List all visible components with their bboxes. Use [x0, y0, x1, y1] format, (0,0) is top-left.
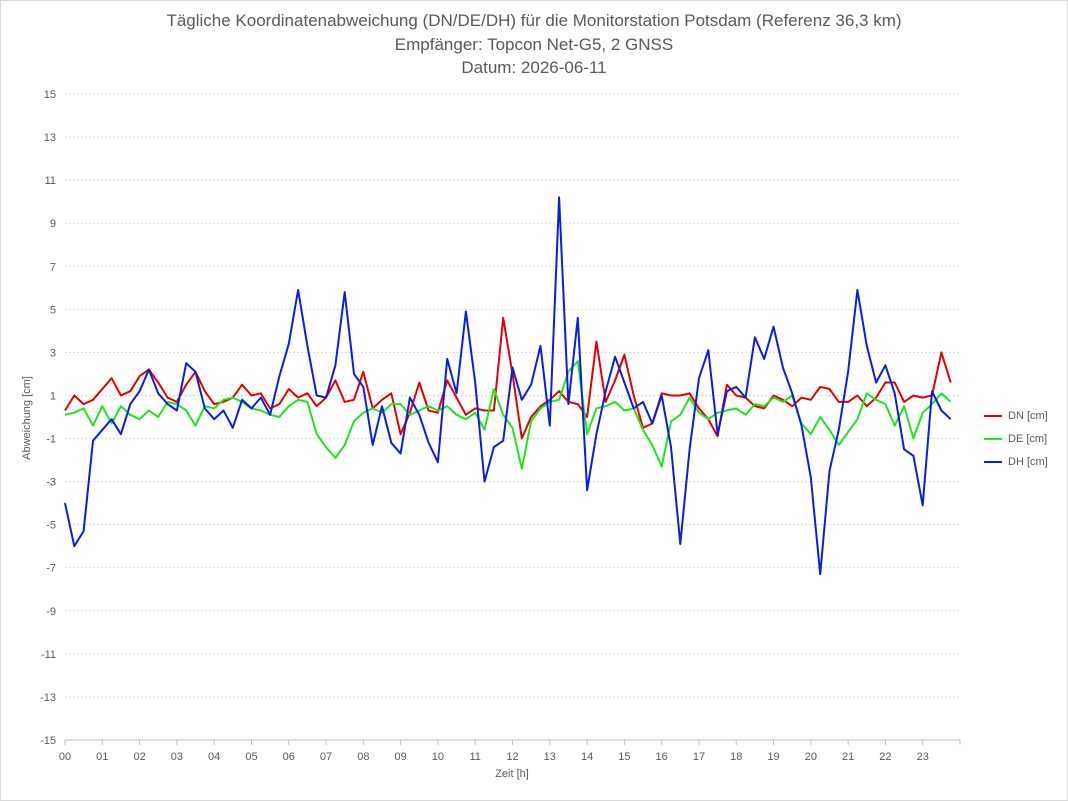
- legend-label-dn: DN [cm]: [1008, 410, 1048, 422]
- y-tick-label: 15: [44, 89, 56, 101]
- x-tick-label: 20: [805, 751, 817, 763]
- chart-title: Tägliche Koordinatenabweichung (DN/DE/DH…: [166, 11, 902, 30]
- x-tick-label: 02: [133, 751, 145, 763]
- x-tick-label: 10: [432, 751, 444, 763]
- y-tick-label: -1: [46, 434, 56, 446]
- y-tick-label: -3: [46, 477, 56, 489]
- y-tick-label: -11: [41, 649, 56, 661]
- x-axis-label: Zeit [h]: [495, 768, 529, 780]
- legend-swatch-dn: [984, 415, 1002, 418]
- x-tick-label: 13: [544, 751, 556, 763]
- legend-item-dn[interactable]: DN [cm]: [984, 410, 1048, 422]
- legend-label-dh: DH [cm]: [1008, 456, 1048, 468]
- x-tick-label: 14: [581, 751, 593, 763]
- y-tick-label: 11: [45, 175, 56, 187]
- x-tick-label: 11: [469, 751, 480, 763]
- x-tick-label: 04: [208, 751, 220, 763]
- y-tick-label: 7: [50, 261, 56, 273]
- x-tick-label: 01: [96, 751, 108, 763]
- x-tick-label: 00: [59, 751, 71, 763]
- series-line-de: [64, 360, 952, 470]
- x-tick-label: 12: [506, 751, 518, 763]
- x-tick-label: 06: [283, 751, 295, 763]
- y-tick-label: -5: [46, 520, 56, 532]
- x-tick-label: 09: [395, 751, 407, 763]
- y-tick-label: 3: [50, 347, 56, 359]
- y-tick-label: 1: [50, 390, 56, 402]
- x-tick-label: 03: [171, 751, 183, 763]
- y-tick-label: 5: [50, 304, 56, 316]
- y-tick-label: 13: [44, 132, 56, 144]
- y-axis-label: Abweichung [cm]: [21, 376, 33, 460]
- series-line-dh: [64, 196, 952, 576]
- y-tick-label: -9: [46, 606, 56, 618]
- y-tick-label: -13: [40, 692, 56, 704]
- x-tick-label: 17: [693, 751, 705, 763]
- legend-item-dh[interactable]: DH [cm]: [984, 456, 1048, 468]
- legend-swatch-dh: [984, 461, 1002, 464]
- x-tick-label: 07: [320, 751, 332, 763]
- chart-subtitle: Empfänger: Topcon Net-G5, 2 GNSS: [394, 35, 674, 54]
- x-tick-label: 18: [730, 751, 742, 763]
- legend-label-de: DE [cm]: [1008, 433, 1048, 445]
- x-tick-label: 16: [656, 751, 668, 763]
- x-tick-label: 21: [842, 751, 854, 763]
- legend-item-de[interactable]: DE [cm]: [984, 433, 1047, 445]
- y-tick-label: -15: [40, 735, 56, 747]
- x-tick-label: 05: [245, 751, 257, 763]
- x-tick-label: 08: [357, 751, 369, 763]
- y-tick-label: 9: [50, 218, 56, 230]
- y-tick-label: -7: [46, 563, 56, 575]
- x-tick-label: 15: [618, 751, 630, 763]
- x-tick-label: 22: [879, 751, 891, 763]
- x-tick-label: 23: [917, 751, 929, 763]
- x-tick-label: 19: [767, 751, 779, 763]
- legend-swatch-de: [984, 438, 1002, 441]
- chart-date: Datum: 2026-06-11: [461, 58, 607, 77]
- series-line-dn: [64, 316, 952, 440]
